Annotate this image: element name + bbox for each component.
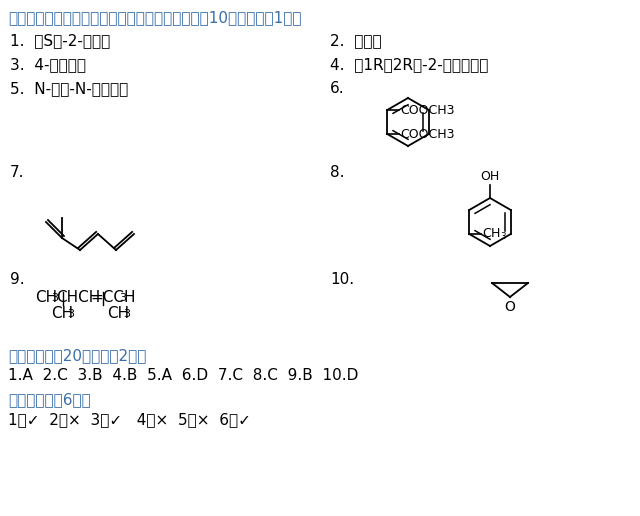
Text: 7.: 7. xyxy=(10,165,24,180)
Text: 1.  （S）-2-氯丁烷: 1. （S）-2-氯丁烷 xyxy=(10,33,110,48)
Text: 3: 3 xyxy=(123,309,130,319)
Text: 1、✓  2、×  3、✓   4、×  5、×  6、✓: 1、✓ 2、× 3、✓ 4、× 5、× 6、✓ xyxy=(8,412,251,427)
Text: 一、用系统命名法命名下列化合物或写出结构式（10分，每小题1分）: 一、用系统命名法命名下列化合物或写出结构式（10分，每小题1分） xyxy=(8,10,301,25)
Text: 二、选择题（20分，每题2分）: 二、选择题（20分，每题2分） xyxy=(8,348,147,363)
Text: OH: OH xyxy=(481,170,500,183)
Text: 10.: 10. xyxy=(330,272,354,287)
Text: CH: CH xyxy=(35,290,57,305)
Text: 三、判断题（6分）: 三、判断题（6分） xyxy=(8,392,91,407)
Text: 9.: 9. xyxy=(10,272,24,287)
Text: COOCH3: COOCH3 xyxy=(400,104,454,117)
Text: 2.  苯乙酮: 2. 苯乙酮 xyxy=(330,33,381,48)
Text: 3: 3 xyxy=(119,293,126,303)
Text: 4.  （1R，2R）-2-甲基环己醇: 4. （1R，2R）-2-甲基环己醇 xyxy=(330,57,488,72)
Text: 3: 3 xyxy=(51,293,58,303)
Text: 1.A  2.C  3.B  4.B  5.A  6.D  7.C  8.C  9.B  10.D: 1.A 2.C 3.B 4.B 5.A 6.D 7.C 8.C 9.B 10.D xyxy=(8,368,358,383)
Text: 3: 3 xyxy=(67,309,74,319)
Text: 5.  N-甲基-N-乙基苯胺: 5. N-甲基-N-乙基苯胺 xyxy=(10,81,128,96)
Text: 6.: 6. xyxy=(330,81,344,96)
Text: =CCH: =CCH xyxy=(90,290,136,305)
Text: CHCH: CHCH xyxy=(56,290,100,305)
Text: 8.: 8. xyxy=(330,165,344,180)
Text: CH$_3$: CH$_3$ xyxy=(482,227,508,241)
Text: O: O xyxy=(504,300,515,314)
Text: COOCH3: COOCH3 xyxy=(400,127,454,140)
Text: CH: CH xyxy=(107,306,129,321)
Text: CH: CH xyxy=(51,306,73,321)
Text: 3.  4-硭基萍酚: 3. 4-硭基萍酚 xyxy=(10,57,86,72)
